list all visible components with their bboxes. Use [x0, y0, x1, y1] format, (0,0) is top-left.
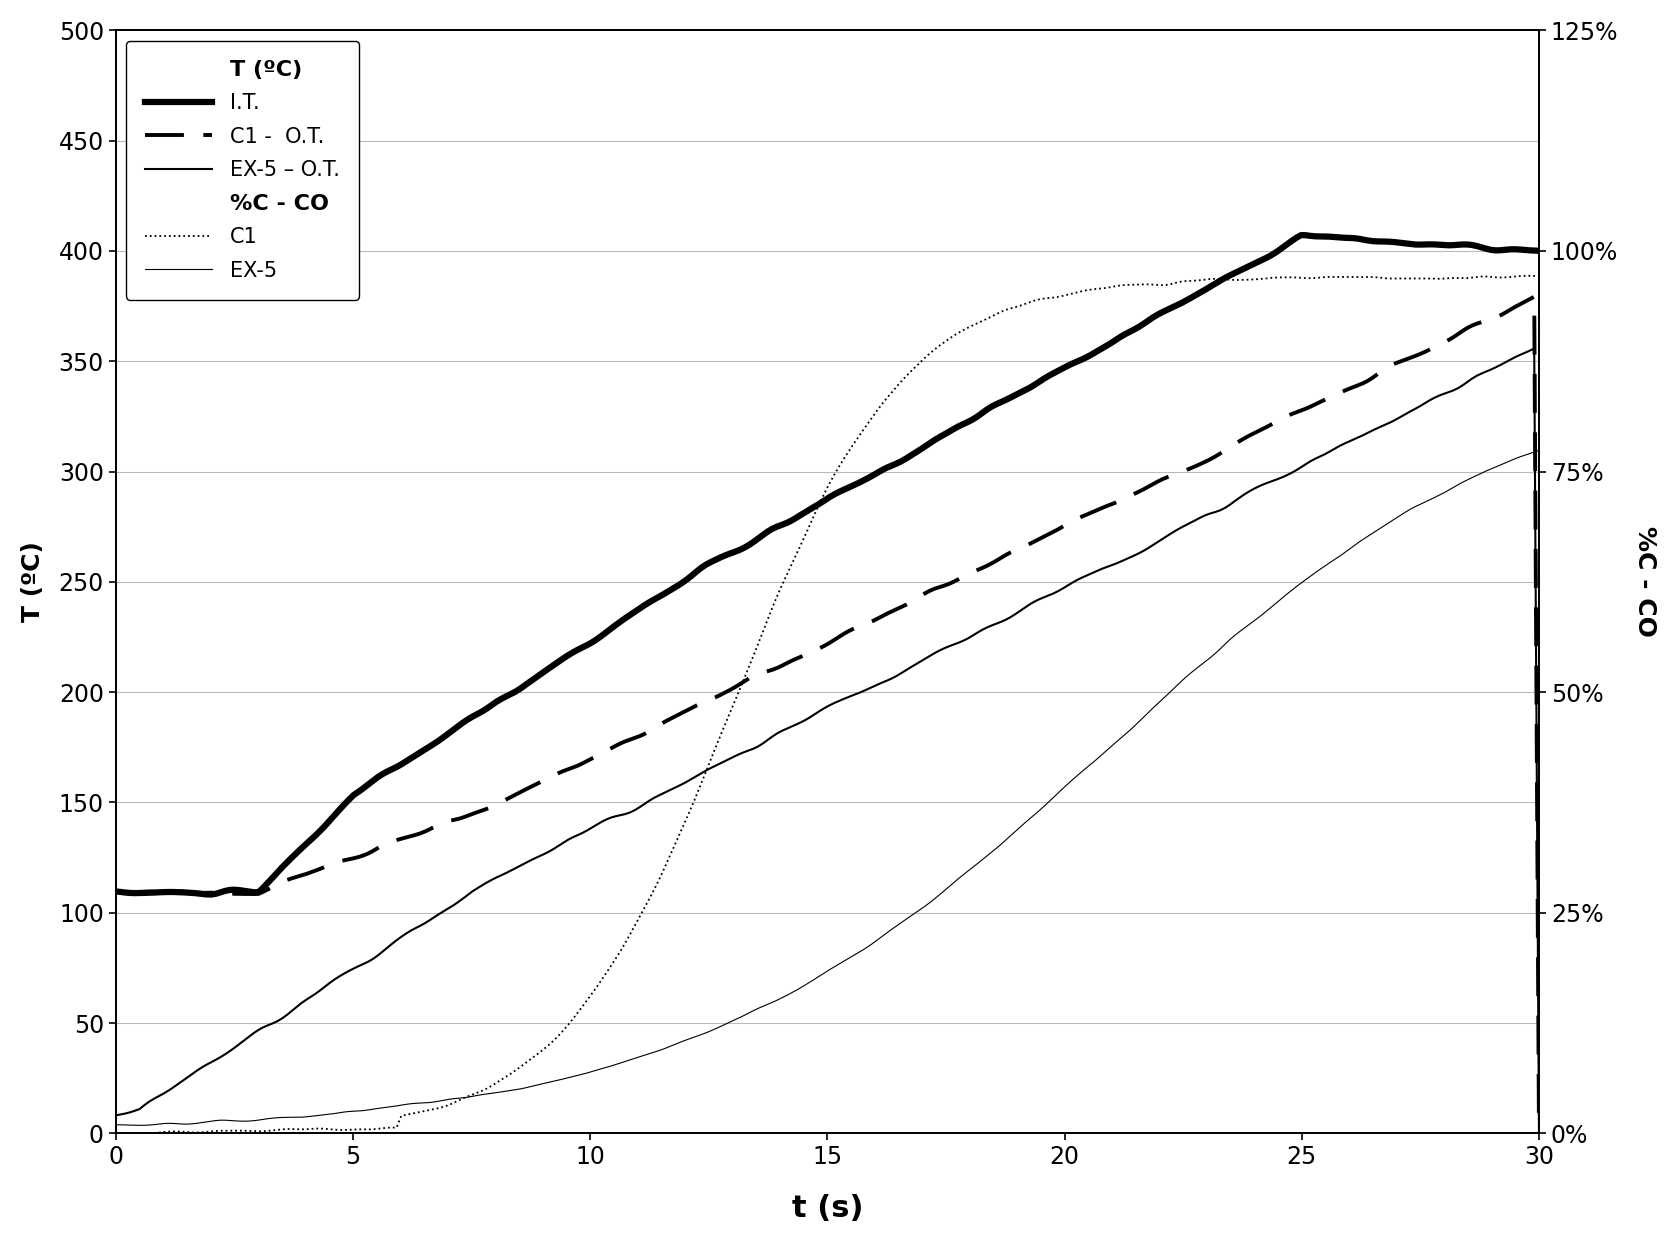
Line: EX-5: EX-5: [116, 450, 1539, 1126]
EX-5: [982, 845, 1002, 860]
EX-5: [106, 1117, 126, 1132]
Y-axis label: %C - CO: %C - CO: [1633, 526, 1658, 637]
C1 -  O.T.: [977, 559, 997, 573]
C1 -  O.T.: [953, 570, 973, 585]
EX-5 – O.T.: [1529, 1126, 1549, 1141]
I.T.: [953, 417, 973, 432]
EX-5 – O.T.: [1305, 452, 1326, 466]
C1: [106, 1126, 126, 1141]
EX-5 – O.T.: [106, 1108, 126, 1123]
C1 -  O.T.: [1529, 1125, 1549, 1140]
EX-5: [111, 1117, 131, 1132]
EX-5: [1401, 501, 1421, 516]
I.T.: [111, 884, 131, 899]
I.T.: [958, 414, 978, 429]
I.T.: [201, 887, 221, 902]
I.T.: [1314, 229, 1334, 244]
EX-5 – O.T.: [977, 620, 997, 634]
EX-5: [129, 1118, 149, 1133]
I.T.: [1529, 244, 1549, 259]
EX-5: [958, 863, 978, 878]
C1 -  O.T.: [106, 884, 126, 899]
C1 -  O.T.: [1396, 352, 1416, 367]
EX-5 – O.T.: [1524, 341, 1544, 356]
Line: C1 -  O.T.: C1 - O.T.: [116, 297, 1539, 1132]
I.T.: [1290, 228, 1311, 243]
C1: [1529, 269, 1549, 284]
C1: [977, 311, 997, 326]
Line: C1: C1: [116, 276, 1539, 1133]
Line: EX-5 – O.T.: EX-5 – O.T.: [116, 348, 1539, 1133]
EX-5: [953, 867, 973, 882]
EX-5 – O.T.: [948, 636, 968, 651]
EX-5: [1311, 562, 1331, 577]
C1: [1396, 271, 1416, 286]
EX-5 – O.T.: [953, 633, 973, 648]
C1: [1519, 269, 1539, 284]
C1: [948, 326, 968, 341]
EX-5 – O.T.: [111, 1107, 131, 1122]
C1 -  O.T.: [948, 572, 968, 587]
C1: [1305, 270, 1326, 285]
C1: [953, 322, 973, 337]
I.T.: [106, 884, 126, 899]
Legend: T (ºC), I.T., C1 -  O.T., EX-5 – O.T., %C - CO, C1, EX-5: T (ºC), I.T., C1 - O.T., EX-5 – O.T., %C…: [126, 41, 359, 300]
I.T.: [982, 399, 1002, 414]
EX-5: [1529, 443, 1549, 458]
Line: I.T.: I.T.: [116, 235, 1539, 894]
C1 -  O.T.: [1524, 290, 1544, 305]
Y-axis label: T (ºC): T (ºC): [20, 541, 45, 622]
C1 -  O.T.: [111, 884, 131, 899]
EX-5 – O.T.: [1396, 407, 1416, 422]
I.T.: [1404, 238, 1425, 253]
C1: [111, 1126, 131, 1141]
X-axis label: t (s): t (s): [792, 1194, 862, 1223]
C1 -  O.T.: [1305, 397, 1326, 412]
